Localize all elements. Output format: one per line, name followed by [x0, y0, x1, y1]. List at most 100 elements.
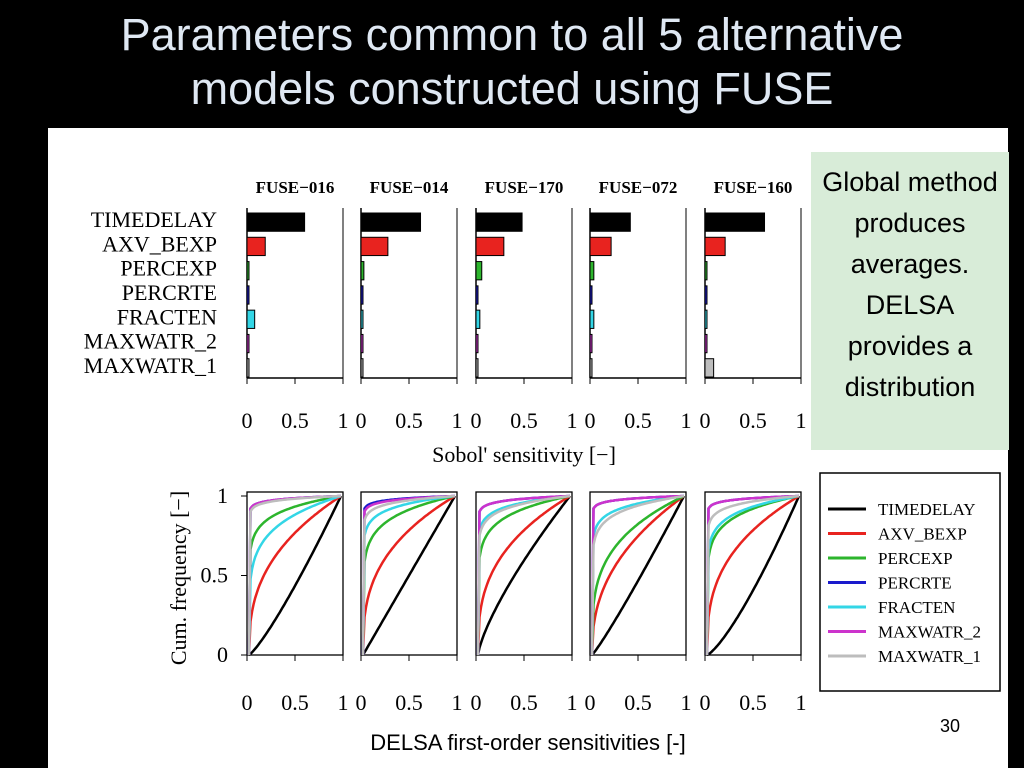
cdf-panel-3-tick-label-2: 1	[681, 690, 692, 715]
category-label-0: TIMEDELAY	[91, 207, 217, 232]
cdf-curve-0-1	[247, 494, 342, 656]
bar-panel-4-tick-label-0: 0	[700, 408, 711, 433]
bar-4-6	[704, 358, 715, 378]
cdf-panel-frame-0	[246, 491, 344, 656]
cdf-curve-1-6	[361, 494, 456, 656]
legend-label-0: TIMEDELAY	[878, 500, 976, 519]
cdf-y-tick-label-2: 1	[217, 483, 228, 508]
legend-label-5: MAXWATR_2	[878, 623, 981, 642]
cdf-curve-1-0	[361, 495, 457, 656]
slide-title: Parameters common to all 5 alternative m…	[0, 8, 1024, 116]
bar-4-1	[704, 236, 726, 257]
bar-3-6	[589, 358, 593, 378]
panel-title-1: FUSE−014	[370, 178, 449, 197]
cdf-panel-1-tick-label-1: 0.5	[395, 690, 423, 715]
callout-box: Global method produces averages. DELSA p…	[811, 152, 1009, 450]
bar-panel-3-tick-label-0: 0	[585, 408, 596, 433]
cdf-curve-2-2	[476, 494, 571, 656]
bar-panel-3-tick-label-2: 1	[681, 408, 692, 433]
bar-2-1	[475, 236, 505, 257]
bar-panel-0-tick-label-2: 1	[338, 408, 349, 433]
cdf-curve-2-6	[476, 494, 571, 656]
cdf-y-axis-label: Cum. frequency [−]	[166, 491, 191, 665]
bar-3-5	[589, 333, 593, 354]
bar-panel-2-tick-label-2: 1	[567, 408, 578, 433]
bar-0-3	[246, 285, 250, 305]
cdf-panel-0-tick-label-0: 0	[242, 690, 253, 715]
category-label-1: AXV_BEXP	[102, 231, 217, 256]
cdf-panel-0-tick-label-2: 1	[338, 690, 349, 715]
bar-3-0	[589, 212, 631, 232]
bar-panel-0-tick-label-1: 0.5	[281, 408, 309, 433]
category-label-6: MAXWATR_1	[84, 353, 217, 378]
cdf-panel-1-tick-label-0: 0	[356, 690, 367, 715]
legend-label-3: PERCRTE	[878, 574, 952, 593]
cdf-panel-2-tick-label-1: 0.5	[510, 690, 538, 715]
cdf-curve-3-6	[590, 494, 685, 656]
cdf-panel-4-tick-label-1: 0.5	[739, 690, 767, 715]
bar-2-6	[475, 358, 479, 378]
bar-panel-0-tick-label-0: 0	[242, 408, 253, 433]
category-label-2: PERCEXP	[120, 256, 217, 281]
bar-4-0	[704, 212, 766, 232]
cdf-curve-1-2	[361, 494, 456, 656]
bar-1-6	[360, 358, 364, 378]
bar-4-3	[704, 285, 708, 305]
bar-4-4	[704, 309, 708, 329]
bar-0-5	[246, 333, 250, 354]
cdf-panel-2-tick-label-0: 0	[471, 690, 482, 715]
bar-0-4	[246, 309, 256, 329]
bar-0-2	[246, 261, 250, 281]
bar-2-0	[475, 212, 523, 232]
cdf-panel-0-tick-label-1: 0.5	[281, 690, 309, 715]
cdf-curve-0-2	[247, 494, 342, 656]
bar-3-3	[589, 285, 593, 305]
slide-number: 30	[939, 716, 961, 736]
cdf-curve-3-0	[591, 495, 686, 656]
cdf-curve-3-1	[590, 494, 685, 656]
cdf-curve-2-5	[476, 494, 571, 656]
bar-2-3	[475, 285, 479, 305]
cdf-panel-2-tick-label-2: 1	[567, 690, 578, 715]
bar-panel-1-tick-label-1: 0.5	[395, 408, 423, 433]
bar-2-2	[475, 261, 483, 281]
legend-label-4: FRACTEN	[878, 598, 955, 617]
bar-0-1	[246, 236, 266, 257]
delsa-axis-caption: DELSA first-order sensitivities [-]	[370, 730, 686, 755]
bar-panel-4-tick-label-1: 0.5	[739, 408, 767, 433]
cdf-panel-1-tick-label-2: 1	[452, 690, 463, 715]
bar-1-3	[360, 285, 364, 305]
cdf-curve-4-4	[705, 494, 800, 656]
bar-3-2	[589, 261, 595, 281]
cdf-panel-3-tick-label-1: 0.5	[624, 690, 652, 715]
bar-4-5	[704, 333, 708, 354]
cdf-curve-0-6	[247, 494, 342, 656]
bar-x-axis-label: Sobol' sensitivity [−]	[432, 442, 616, 467]
cdf-y-tick-label-0: 0	[217, 642, 228, 667]
panel-title-2: FUSE−170	[485, 178, 564, 197]
cdf-curve-0-4	[247, 494, 342, 656]
cdf-curve-4-6	[705, 494, 800, 656]
cdf-curve-2-0	[476, 495, 571, 656]
panel-title-4: FUSE−160	[714, 178, 793, 197]
cdf-y-tick-label-1: 0.5	[201, 563, 229, 588]
cdf-curve-0-0	[248, 495, 343, 656]
bar-0-6	[246, 358, 250, 378]
bar-2-4	[475, 309, 481, 329]
category-label-3: PERCRTE	[122, 280, 217, 305]
bar-panel-2-tick-label-1: 0.5	[510, 408, 538, 433]
bar-panel-1-tick-label-0: 0	[356, 408, 367, 433]
slide-title-line1: Parameters common to all 5 alternative	[120, 9, 904, 60]
cdf-curve-3-2	[590, 494, 685, 656]
bar-3-4	[589, 309, 595, 329]
bar-panel-4-tick-label-2: 1	[796, 408, 807, 433]
bar-1-2	[360, 261, 365, 281]
slide-title-line2: models constructed using FUSE	[190, 63, 834, 114]
legend-label-6: MAXWATR_1	[878, 647, 981, 666]
category-label-5: MAXWATR_2	[84, 329, 217, 354]
legend-label-2: PERCEXP	[878, 549, 953, 568]
bar-2-5	[475, 333, 479, 354]
legend-label-1: AXV_BEXP	[878, 525, 967, 544]
category-label-4: FRACTEN	[117, 304, 217, 329]
